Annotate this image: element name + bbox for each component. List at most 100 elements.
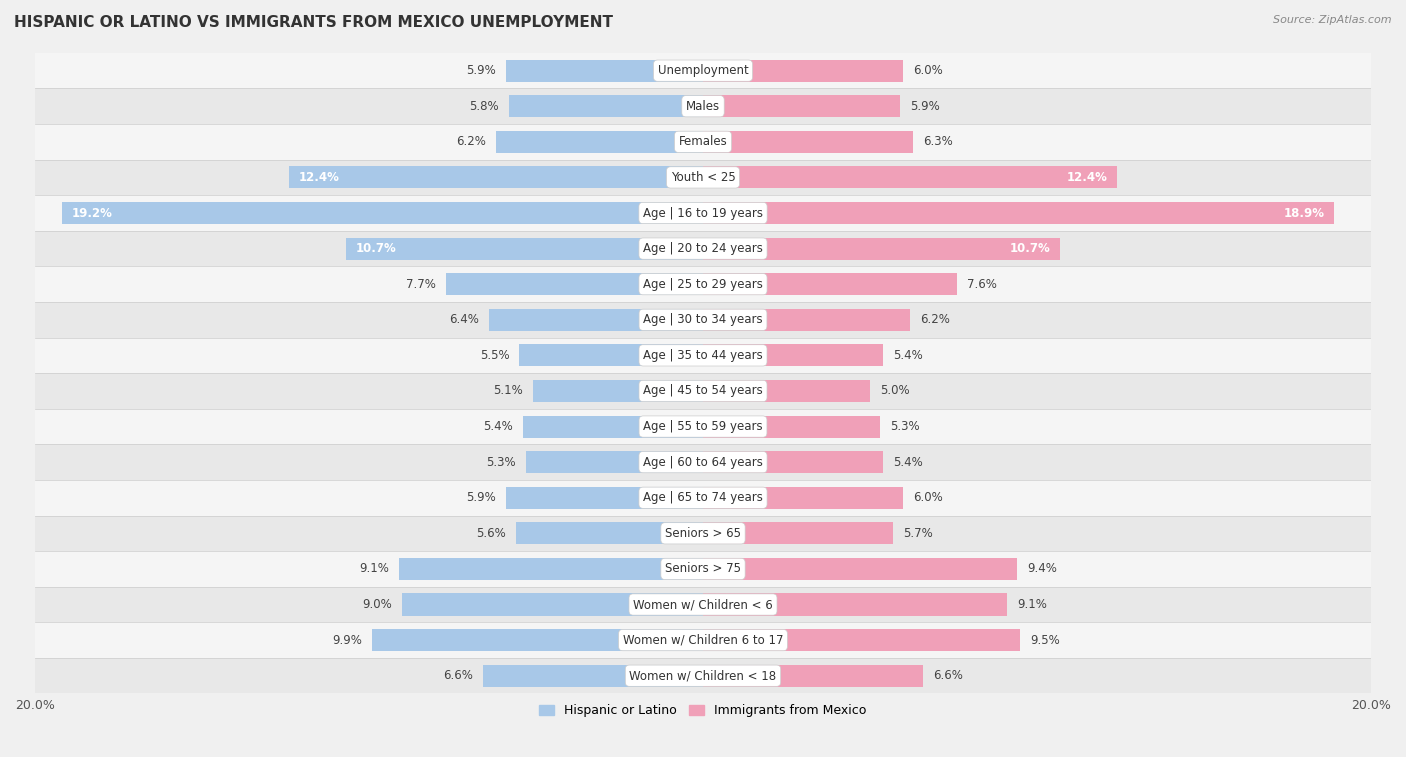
Bar	[703, 167, 1118, 188]
Bar	[703, 309, 910, 331]
Bar	[35, 266, 1371, 302]
Bar	[703, 60, 904, 82]
Bar	[703, 558, 1017, 580]
Bar	[703, 522, 893, 544]
Text: 7.6%: 7.6%	[967, 278, 997, 291]
Text: 5.9%: 5.9%	[467, 491, 496, 504]
Bar	[373, 629, 703, 651]
Bar	[346, 238, 703, 260]
Bar	[35, 516, 1371, 551]
Text: Unemployment: Unemployment	[658, 64, 748, 77]
Text: Women w/ Children 6 to 17: Women w/ Children 6 to 17	[623, 634, 783, 646]
Text: 5.8%: 5.8%	[470, 100, 499, 113]
Text: Females: Females	[679, 136, 727, 148]
Text: 5.5%: 5.5%	[479, 349, 509, 362]
Bar	[35, 302, 1371, 338]
Text: 6.6%: 6.6%	[443, 669, 472, 682]
Bar	[35, 53, 1371, 89]
Bar	[703, 629, 1021, 651]
Bar	[703, 238, 1060, 260]
Text: 5.0%: 5.0%	[880, 385, 910, 397]
Text: 6.4%: 6.4%	[450, 313, 479, 326]
Text: 12.4%: 12.4%	[1066, 171, 1107, 184]
Bar	[35, 480, 1371, 516]
Bar	[35, 409, 1371, 444]
Text: 7.7%: 7.7%	[406, 278, 436, 291]
Text: 6.2%: 6.2%	[456, 136, 486, 148]
Text: Age | 60 to 64 years: Age | 60 to 64 years	[643, 456, 763, 469]
Text: 5.3%: 5.3%	[486, 456, 516, 469]
Bar	[703, 95, 900, 117]
Bar	[533, 380, 703, 402]
Bar	[506, 60, 703, 82]
Text: 5.3%: 5.3%	[890, 420, 920, 433]
Bar	[35, 444, 1371, 480]
Bar	[35, 622, 1371, 658]
Text: 5.9%: 5.9%	[467, 64, 496, 77]
Bar	[35, 231, 1371, 266]
Bar	[35, 124, 1371, 160]
Bar	[703, 380, 870, 402]
Bar	[519, 344, 703, 366]
Bar	[703, 416, 880, 438]
Text: 12.4%: 12.4%	[299, 171, 340, 184]
Bar	[35, 89, 1371, 124]
Bar	[703, 344, 883, 366]
Bar	[703, 451, 883, 473]
Bar	[288, 167, 703, 188]
Text: 5.4%: 5.4%	[893, 349, 924, 362]
Text: 6.0%: 6.0%	[914, 491, 943, 504]
Bar	[35, 373, 1371, 409]
Bar	[523, 416, 703, 438]
Text: HISPANIC OR LATINO VS IMMIGRANTS FROM MEXICO UNEMPLOYMENT: HISPANIC OR LATINO VS IMMIGRANTS FROM ME…	[14, 15, 613, 30]
Bar	[703, 487, 904, 509]
Text: 5.4%: 5.4%	[482, 420, 513, 433]
Text: 5.1%: 5.1%	[494, 385, 523, 397]
Text: 6.6%: 6.6%	[934, 669, 963, 682]
Bar	[62, 202, 703, 224]
Bar	[399, 558, 703, 580]
Text: 10.7%: 10.7%	[1010, 242, 1050, 255]
Bar	[402, 593, 703, 615]
Text: 6.3%: 6.3%	[924, 136, 953, 148]
Text: 5.7%: 5.7%	[904, 527, 934, 540]
Bar	[516, 522, 703, 544]
Bar	[703, 131, 914, 153]
Text: Age | 30 to 34 years: Age | 30 to 34 years	[643, 313, 763, 326]
Text: 9.1%: 9.1%	[359, 562, 389, 575]
Text: 6.2%: 6.2%	[920, 313, 950, 326]
Text: Age | 45 to 54 years: Age | 45 to 54 years	[643, 385, 763, 397]
Bar	[446, 273, 703, 295]
Text: 5.4%: 5.4%	[893, 456, 924, 469]
Text: 9.0%: 9.0%	[363, 598, 392, 611]
Text: 18.9%: 18.9%	[1284, 207, 1324, 220]
Bar	[35, 551, 1371, 587]
Text: Women w/ Children < 18: Women w/ Children < 18	[630, 669, 776, 682]
Text: Seniors > 65: Seniors > 65	[665, 527, 741, 540]
Text: Age | 20 to 24 years: Age | 20 to 24 years	[643, 242, 763, 255]
Bar	[496, 131, 703, 153]
Bar	[482, 665, 703, 687]
Bar	[703, 273, 957, 295]
Text: 9.5%: 9.5%	[1031, 634, 1060, 646]
Text: Women w/ Children < 6: Women w/ Children < 6	[633, 598, 773, 611]
Bar	[506, 487, 703, 509]
Text: Age | 35 to 44 years: Age | 35 to 44 years	[643, 349, 763, 362]
Text: Males: Males	[686, 100, 720, 113]
Bar	[35, 338, 1371, 373]
Text: 10.7%: 10.7%	[356, 242, 396, 255]
Text: 5.6%: 5.6%	[477, 527, 506, 540]
Bar	[703, 665, 924, 687]
Bar	[703, 593, 1007, 615]
Text: Age | 65 to 74 years: Age | 65 to 74 years	[643, 491, 763, 504]
Bar	[35, 658, 1371, 693]
Text: Source: ZipAtlas.com: Source: ZipAtlas.com	[1274, 15, 1392, 25]
Text: 9.1%: 9.1%	[1017, 598, 1047, 611]
Text: 5.9%: 5.9%	[910, 100, 939, 113]
Text: Age | 25 to 29 years: Age | 25 to 29 years	[643, 278, 763, 291]
Text: 9.9%: 9.9%	[332, 634, 363, 646]
Text: 19.2%: 19.2%	[72, 207, 112, 220]
Text: Age | 55 to 59 years: Age | 55 to 59 years	[643, 420, 763, 433]
Bar	[35, 160, 1371, 195]
Legend: Hispanic or Latino, Immigrants from Mexico: Hispanic or Latino, Immigrants from Mexi…	[534, 699, 872, 722]
